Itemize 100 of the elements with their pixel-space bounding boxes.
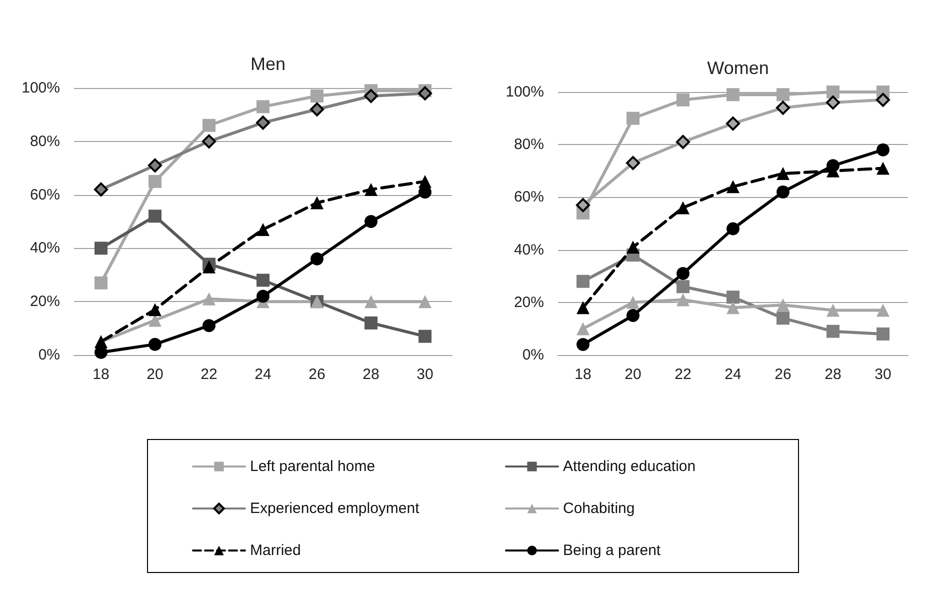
point [726,88,740,102]
point [826,304,840,317]
legend-label: Attending education [563,458,696,475]
point [626,309,640,322]
point [94,276,108,290]
point [148,174,162,188]
point [576,322,590,336]
x-tick-label: 24 [724,366,742,383]
x-tick-label: 24 [254,366,272,383]
point [148,338,162,351]
point [256,290,270,303]
point [576,274,590,288]
point [202,260,216,274]
x-tick-label: 28 [362,366,380,383]
point [626,112,640,125]
point [364,215,378,228]
point [364,182,378,196]
point [256,223,270,236]
x-tick-label: 22 [200,366,218,383]
point [310,196,324,210]
x-tick-label: 26 [774,366,792,383]
point [256,274,270,287]
y-tick-label: 60% [30,186,60,204]
point [676,266,690,280]
point [676,201,690,214]
point [676,280,690,294]
point [256,100,270,114]
point [726,301,740,314]
y-tick-label: 40% [30,240,60,257]
point [626,156,640,170]
point [202,319,216,332]
point [626,240,640,254]
point [148,303,162,316]
point [826,324,840,338]
point [94,242,108,255]
point [826,96,840,110]
point [776,312,790,325]
point [876,92,890,107]
point [148,158,162,172]
y-tick-label: 80% [30,132,60,150]
point [876,304,890,317]
point [826,159,840,172]
x-tick-label: 18 [574,366,592,383]
point [776,298,790,312]
x-tick-label: 30 [874,366,892,383]
y-tick-label: 20% [30,293,60,310]
y-tick-label: 0% [38,346,60,364]
point [776,167,790,180]
point [364,89,378,104]
point [676,293,690,306]
y-tick-label: 60% [514,188,544,206]
point [576,338,590,351]
x-tick-label: 28 [824,366,842,383]
y-tick-label: 100% [22,80,60,96]
x-tick-label: 26 [308,366,326,383]
point [310,252,324,266]
point [726,116,740,131]
point [676,134,690,149]
y-tick-label: 20% [514,294,544,311]
point [256,116,270,130]
chart-title: Men [250,54,286,74]
point [576,198,590,212]
point [776,100,790,115]
x-tick-label: 20 [146,366,164,383]
point [776,185,790,198]
point [202,292,216,306]
legend-label: Left parental home [250,458,376,475]
x-tick-label: 30 [416,366,434,383]
point [148,210,162,223]
point [418,295,432,308]
x-tick-label: 22 [674,366,692,383]
x-tick-label: 18 [92,366,110,383]
point [364,295,378,308]
y-tick-label: 0% [522,346,544,364]
legend-label: Experienced employment [250,500,420,517]
y-tick-label: 80% [514,136,544,154]
legend-label: Married [250,542,301,559]
point [202,118,216,132]
point [826,86,840,98]
point [418,86,432,100]
point [726,180,740,194]
point [310,90,324,103]
point [876,162,890,175]
point [418,330,432,343]
chart-title: Women [707,58,769,78]
point [876,327,890,340]
point [776,88,790,102]
point [626,296,640,309]
point [726,290,740,304]
legend-label: Being a parent [563,542,662,559]
y-tick-label: 40% [514,241,544,258]
point [202,134,216,148]
point [726,222,740,236]
point [364,316,378,330]
point [310,102,324,116]
point [676,93,690,106]
point [94,182,108,196]
legend-label: Cohabiting [563,500,635,517]
point [876,143,890,156]
point [576,301,590,314]
